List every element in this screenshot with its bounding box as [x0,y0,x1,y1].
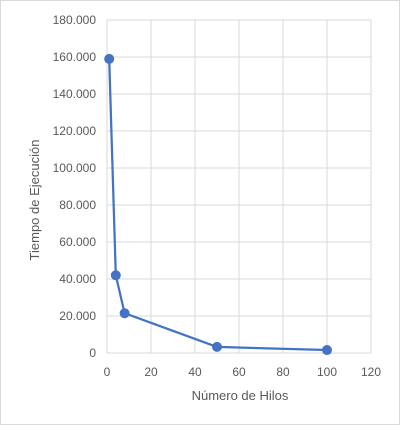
y-tick-label-7: 140.000 [53,87,97,101]
data-point-4 [322,345,332,356]
y-tick-label-4: 80.000 [59,198,96,212]
x-tick-label-0: 0 [104,365,111,379]
y-axis-label: Tiempo de Ejecución [27,140,42,261]
y-tick-label-1: 20.000 [59,309,96,323]
x-axis-label: Número de Hilos [192,388,289,403]
y-tick-label-8: 160.000 [53,50,97,64]
y-tick-label-5: 100.000 [53,161,97,175]
y-tick-labels: 0 20.000 40.000 60.000 80.000 100.000 120.000 1… [53,13,97,360]
data-point-2 [119,308,130,319]
x-tick-label-4: 80 [276,365,290,379]
series-layer [104,53,332,356]
x-tick-label-5: 100 [317,365,337,379]
grid-layer [106,19,372,354]
x-tick-labels: 0 20 40 60 80 100 120 [104,365,382,379]
x-tick-label-2: 40 [188,365,202,379]
y-tick-label-2: 40.000 [59,272,96,286]
data-point-3 [212,341,222,352]
x-tick-label-1: 20 [144,365,158,379]
data-point-1 [110,270,121,281]
y-tick-label-3: 60.000 [59,235,96,249]
y-tick-label-9: 180.000 [53,13,97,27]
y-tick-label-0: 0 [89,346,96,360]
x-tick-label-3: 60 [232,365,246,379]
x-tick-label-6: 120 [361,365,381,379]
data-point-0 [104,53,115,64]
series-line-0 [108,58,328,352]
y-tick-label-6: 120.000 [53,124,97,138]
